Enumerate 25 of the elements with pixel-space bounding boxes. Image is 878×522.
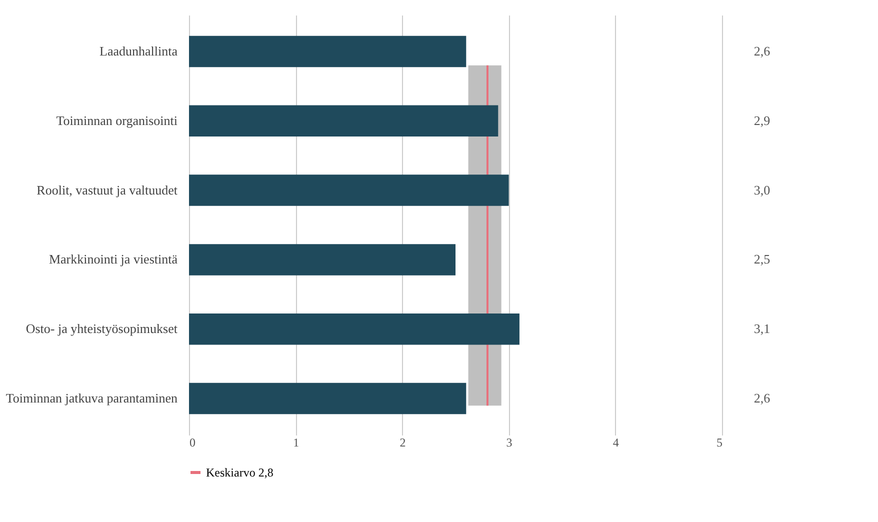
x-tick-label: 3 [506, 436, 512, 450]
x-tick-label: 0 [190, 436, 196, 450]
y-tick-label: Markkinointi ja viestintä [48, 252, 178, 267]
legend-label: Keskiarvo 2,8 [206, 466, 274, 480]
data-label: 3,1 [754, 321, 770, 336]
x-tick-label: 2 [400, 436, 406, 450]
x-tick-label: 5 [716, 436, 722, 450]
bar [189, 244, 456, 276]
bar [189, 382, 466, 414]
bar [189, 36, 466, 68]
x-tick-label: 4 [612, 436, 619, 450]
bar [189, 174, 509, 206]
y-tick-label: Laadunhallinta [100, 43, 178, 58]
data-label: 2,9 [754, 112, 770, 128]
data-label: 3,0 [754, 182, 770, 198]
data-label: 2,6 [754, 43, 771, 58]
y-tick-label: Toiminnan jatkuva parantaminen [6, 390, 178, 406]
y-tick-label: Roolit, vastuut ja valtuudet [36, 182, 178, 198]
bar [189, 105, 498, 136]
y-tick-label: Toiminnan organisointi [56, 112, 178, 128]
x-tick-label: 1 [293, 436, 300, 450]
y-tick-label: Osto- ja yhteistyösopimukset [26, 321, 178, 336]
data-label: 2,5 [754, 252, 770, 267]
bar [189, 314, 520, 345]
data-label: 2,6 [754, 390, 771, 406]
